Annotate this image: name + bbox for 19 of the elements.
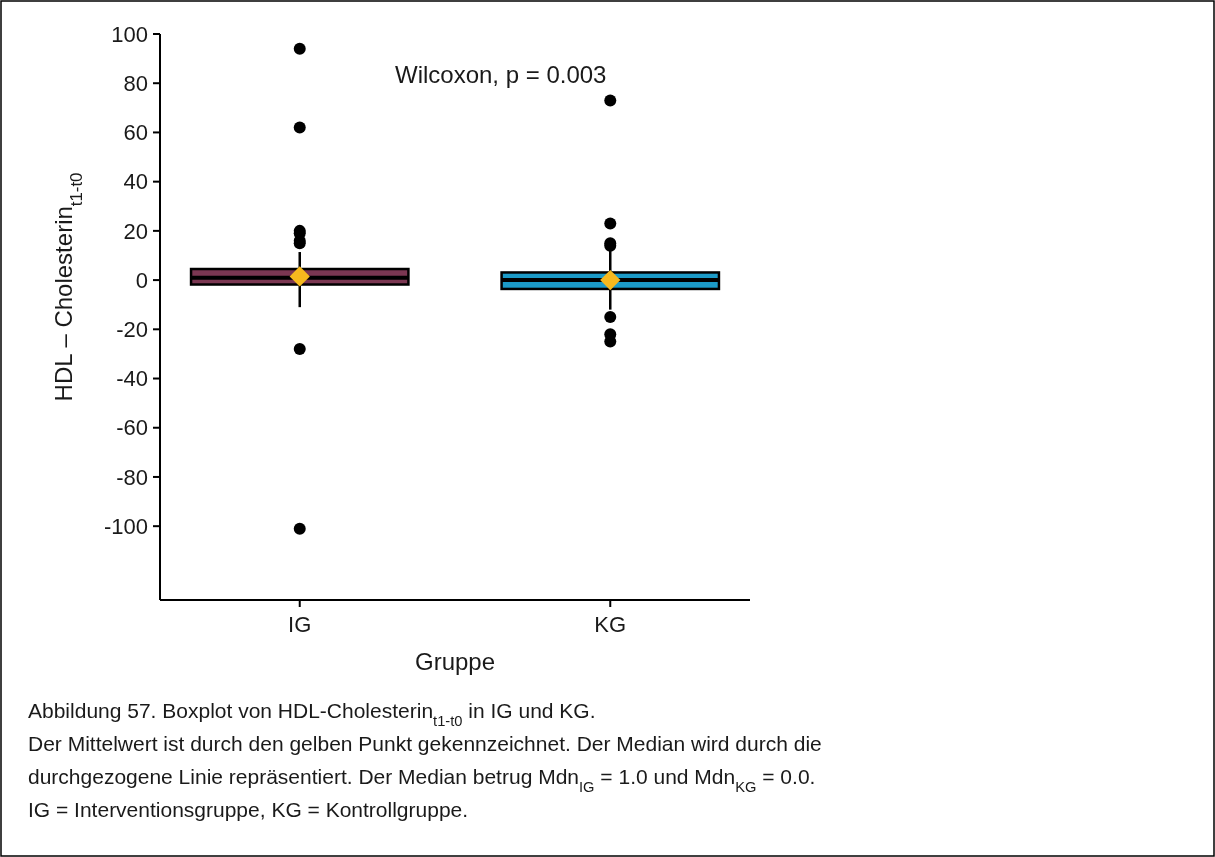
y-tick-label: -40 [116,366,148,392]
x-tick-label: KG [594,612,627,637]
y-tick-label: 40 [123,169,148,195]
annotation: Wilcoxon, p = 0.003 [395,61,607,88]
text: Abbildung 57. Boxplot von HDL-Cholesterin$_{t1-t0}$ in IG und KG. [28,699,596,729]
y-tick-label: -80 [116,464,148,490]
y-tick-label: -20 [116,317,148,342]
y-tick-label: 60 [123,120,148,146]
y-tick-label: 100 [111,21,148,47]
y-tick-label: 20 [123,218,148,244]
x-axis-title: Gruppe [414,648,496,675]
y-tick-label: 0 [135,267,148,293]
x-tick-label: IG [288,612,312,637]
y-tick-label: 80 [123,70,148,96]
text: durchgezogene Linie repräsentiert. Der Median betrug Mdn$_{IG}$ = 1.0 und Mdn$_{KG}$ = 0.0. [28,765,816,795]
y-tick-label: -100 [103,513,148,539]
y-tick-label: -60 [116,415,148,441]
text: Der Mittelwert ist durch den gelben Punkt gekennzeichnet. Der Median wird durch die [28,732,822,755]
text: IG = Interventionsgruppe, KG = Kontrollgruppe. [28,798,469,821]
